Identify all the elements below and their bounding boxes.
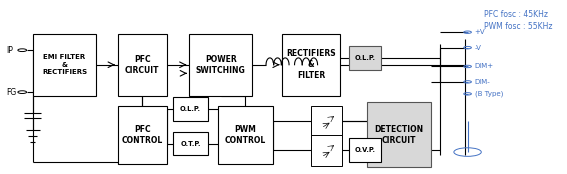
Text: O.L.P.: O.L.P. — [180, 106, 201, 112]
FancyBboxPatch shape — [173, 97, 209, 121]
Text: DIM-: DIM- — [475, 79, 490, 85]
FancyBboxPatch shape — [349, 46, 382, 70]
Text: FG: FG — [6, 88, 16, 97]
Text: O.T.P.: O.T.P. — [180, 140, 201, 147]
Text: PWM
CONTROL: PWM CONTROL — [225, 125, 266, 145]
FancyBboxPatch shape — [189, 34, 252, 96]
FancyBboxPatch shape — [118, 34, 167, 96]
Text: EMI FILTER
&
RECTIFIERS: EMI FILTER & RECTIFIERS — [42, 54, 87, 75]
FancyBboxPatch shape — [367, 102, 430, 167]
Text: PFC fosc : 45KHz
PWM fosc : 55KHz: PFC fosc : 45KHz PWM fosc : 55KHz — [484, 10, 552, 31]
Text: IP: IP — [6, 46, 12, 55]
Text: O.V.P.: O.V.P. — [354, 147, 375, 153]
Text: POWER
SWITCHING: POWER SWITCHING — [196, 55, 246, 75]
Text: (B Type): (B Type) — [475, 91, 503, 97]
FancyBboxPatch shape — [282, 34, 340, 96]
FancyBboxPatch shape — [218, 106, 273, 164]
Text: -V: -V — [475, 45, 481, 51]
Text: DIM+: DIM+ — [475, 64, 494, 69]
Text: O.L.P.: O.L.P. — [354, 55, 375, 61]
Text: +V: +V — [475, 29, 485, 35]
Text: PFC
CIRCUIT: PFC CIRCUIT — [125, 55, 159, 75]
Bar — [311, 135, 342, 166]
Text: RECTIFIERS
&
FILTER: RECTIFIERS & FILTER — [286, 49, 336, 80]
FancyBboxPatch shape — [33, 34, 96, 96]
FancyBboxPatch shape — [349, 138, 382, 162]
Bar — [311, 106, 342, 137]
FancyBboxPatch shape — [173, 132, 209, 156]
Text: PFC
CONTROL: PFC CONTROL — [122, 125, 163, 145]
FancyBboxPatch shape — [118, 106, 167, 164]
Text: DETECTION
CIRCUIT: DETECTION CIRCUIT — [374, 125, 424, 145]
